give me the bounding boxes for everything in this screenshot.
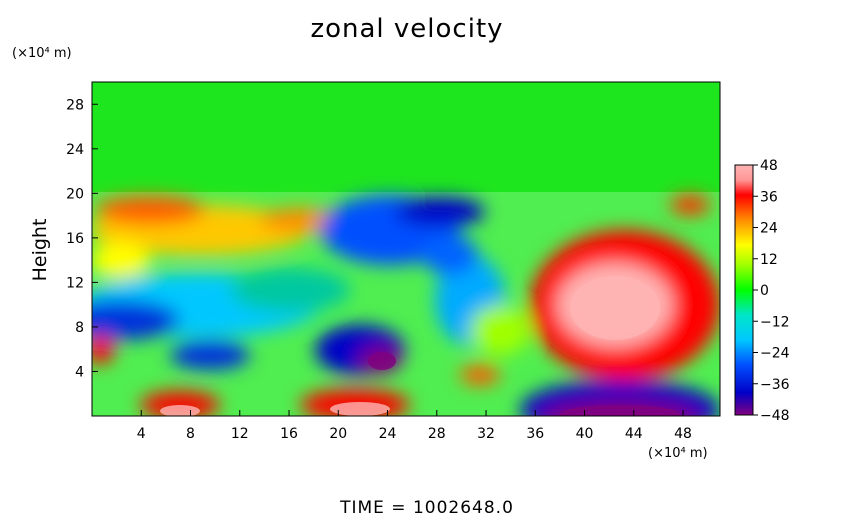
field-upper-region — [92, 82, 720, 194]
colorbar-tick-label: 36 — [760, 189, 778, 205]
field-blob — [422, 235, 478, 275]
colorbar-tick-label: −24 — [760, 346, 790, 362]
colorbar-tick-label: −36 — [760, 377, 790, 393]
y-tick-label: 24 — [66, 142, 84, 158]
x-tick-label: 12 — [231, 426, 249, 442]
field-blob — [170, 340, 250, 370]
field-core — [160, 405, 200, 416]
field-blob — [460, 365, 500, 385]
field-blob — [230, 268, 350, 312]
field-blob — [260, 208, 340, 232]
colorbar-tick-label: 12 — [760, 252, 778, 268]
colorbar — [734, 164, 754, 416]
plot-frame — [91, 81, 721, 417]
y-tick-label: 4 — [75, 364, 84, 380]
colorbar-tick-label: 0 — [760, 283, 769, 299]
y-tick-label: 12 — [66, 275, 84, 291]
y-tick-label: 16 — [66, 231, 84, 247]
field-blob — [670, 195, 710, 215]
field-core — [570, 276, 660, 340]
field-blob — [92, 242, 150, 278]
x-tick-label: 28 — [428, 426, 446, 442]
x-tick-label: 4 — [137, 426, 146, 442]
field-blob — [92, 300, 180, 340]
time-label: TIME = 1002648.0 — [340, 498, 514, 518]
field-blob — [140, 391, 220, 416]
field-core — [560, 405, 680, 416]
x-tick-label: 20 — [329, 426, 347, 442]
colorbar-tick-label: −12 — [760, 314, 790, 330]
x-tick-label: 48 — [674, 426, 692, 442]
x-tick-label: 32 — [477, 426, 495, 442]
y-tick-label: 28 — [66, 97, 84, 113]
x-axis-unit: (×10⁴ m) — [648, 446, 708, 461]
field-core — [330, 402, 390, 416]
y-tick-label: 20 — [66, 186, 84, 202]
chart-title: zonal velocity — [310, 14, 504, 44]
x-tick-label: 16 — [280, 426, 298, 442]
field-blob — [470, 305, 530, 355]
field-core — [368, 352, 396, 370]
colorbar-tick-label: −48 — [760, 408, 790, 424]
field-blob — [395, 197, 485, 227]
x-tick-label: 24 — [379, 426, 397, 442]
colorbar-tick-label: 48 — [760, 158, 778, 174]
x-tick-label: 44 — [625, 426, 643, 442]
field-blob — [92, 336, 114, 364]
x-tick-label: 36 — [526, 426, 544, 442]
field-blob — [95, 196, 205, 224]
x-tick-label: 8 — [186, 426, 195, 442]
y-axis-unit: (×10⁴ m) — [12, 46, 72, 61]
velocity-field — [92, 82, 720, 416]
x-tick-label: 40 — [576, 426, 594, 442]
y-tick-label: 8 — [75, 320, 84, 336]
colorbar-tick-label: 24 — [760, 221, 778, 237]
colorbar-ticks: 48 36 24 12 0 −12 −24 −36 −48 — [753, 158, 790, 424]
